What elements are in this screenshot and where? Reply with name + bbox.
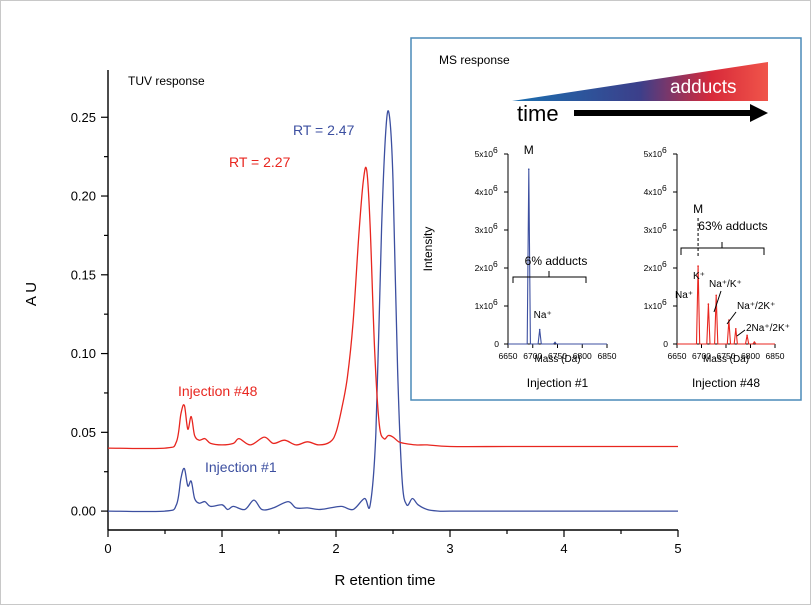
peak-label: M xyxy=(524,143,534,157)
y-tick-label: 0.10 xyxy=(71,346,96,361)
y-tick-exponent: 6 xyxy=(662,221,667,231)
y-tick-label: 3x10 xyxy=(644,225,663,235)
y-tick-label: 3x10 xyxy=(475,225,494,235)
y-tick-exponent: 6 xyxy=(493,221,498,231)
y-tick-label: 5x10 xyxy=(475,149,494,159)
peak-label: K⁺ xyxy=(693,271,705,282)
y-tick-exponent: 6 xyxy=(493,259,498,269)
x-tick-label: 6700 xyxy=(523,351,542,361)
x-axis-title: Mass (Da) xyxy=(534,354,580,365)
x-tick-label: 2 xyxy=(332,541,339,556)
adduct-bracket xyxy=(680,242,765,255)
time-arrow-head xyxy=(750,104,768,122)
y-tick-label: 0.25 xyxy=(71,110,96,125)
peak-point xyxy=(735,328,737,330)
y-tick-label: 4x10 xyxy=(644,187,663,197)
x-tick-label: 6650 xyxy=(499,351,518,361)
peak-label: Na⁺ xyxy=(534,310,552,321)
y-tick-exponent: 6 xyxy=(493,297,498,307)
y-tick-label: 0 xyxy=(663,339,668,349)
label-injection-1: Injection #1 xyxy=(205,459,277,475)
peak-label: Na⁺/K⁺ xyxy=(709,279,742,290)
y-tick-label: 1x10 xyxy=(644,301,663,311)
x-tick-label: 0 xyxy=(104,541,111,556)
peak-label: Na⁺ xyxy=(675,290,693,301)
bracket-label: 6% adducts xyxy=(525,254,588,268)
label-leader xyxy=(713,290,722,313)
series-line-injection-48 xyxy=(107,166,678,450)
y-tick-exponent: 6 xyxy=(493,145,498,155)
x-tick-label: 6750 xyxy=(548,351,567,361)
y-tick-label: 2x10 xyxy=(475,263,494,273)
annotation-rt-227: RT = 2.27 xyxy=(229,154,291,170)
gradient-label: adducts xyxy=(670,77,737,98)
y-tick-label: 0 xyxy=(494,339,499,349)
peak-point xyxy=(746,334,748,337)
x-tick-label: 6850 xyxy=(766,351,785,361)
x-tick-label: 5 xyxy=(674,541,681,556)
peak-label: Na⁺/2K⁺ xyxy=(737,301,775,312)
x-tick-label: 6800 xyxy=(741,351,760,361)
x-tick-label: 4 xyxy=(560,541,567,556)
peak-label: M xyxy=(693,202,703,216)
x-tick-label: 6850 xyxy=(598,351,617,361)
x-tick-label: 6700 xyxy=(692,351,711,361)
x-tick-label: 1 xyxy=(218,541,225,556)
peak-point xyxy=(527,168,530,170)
peak-point xyxy=(554,341,556,344)
y-tick-exponent: 6 xyxy=(662,259,667,269)
peak-point xyxy=(697,265,699,267)
peak-point xyxy=(538,328,541,331)
subplot-label: Injection #48 xyxy=(692,376,760,390)
bracket-label: 63% adducts xyxy=(698,219,767,233)
tuv-chart: 0.00 0.05 0.10 0.15 0.20 0.25 0 1 2 3 4 5 R etention… xyxy=(23,70,682,589)
peak-point xyxy=(715,294,717,297)
annotation-rt-247: RT = 2.47 xyxy=(293,122,355,138)
y-tick-exponent: 6 xyxy=(662,183,667,193)
x-axis-title: Mass (Da) xyxy=(703,354,749,365)
x-tick-label: 6750 xyxy=(717,351,736,361)
x-tick-label: 6650 xyxy=(668,351,687,361)
peak-label: 2Na⁺/2K⁺ xyxy=(746,323,790,334)
y-tick-label: 0.00 xyxy=(71,504,96,519)
peak-point xyxy=(707,303,710,305)
y-tick-label: 4x10 xyxy=(475,187,494,197)
y-tick-exponent: 6 xyxy=(662,297,667,307)
y-axis-title: Intensity xyxy=(421,227,435,272)
x-tick-label: 3 xyxy=(446,541,453,556)
y-tick-label: 0.05 xyxy=(71,425,96,440)
label-leader xyxy=(726,311,737,325)
adducts-gradient-wedge xyxy=(512,62,768,101)
y-tick-label: 5x10 xyxy=(644,149,663,159)
y-axis-title: A U xyxy=(23,282,40,306)
y-tick-label: 0.20 xyxy=(71,189,96,204)
peak-point xyxy=(753,341,756,343)
adduct-bracket xyxy=(512,271,587,283)
x-axis-title: R etention time xyxy=(335,572,436,589)
chart-title: TUV response xyxy=(128,74,205,88)
series-line-injection-1 xyxy=(107,110,678,513)
x-tick-label: 6800 xyxy=(573,351,592,361)
y-tick-label: 0.15 xyxy=(71,267,96,282)
time-label: time xyxy=(517,101,559,126)
y-tick-label: 2x10 xyxy=(644,263,663,273)
label-injection-48: Injection #48 xyxy=(178,383,258,399)
subplot-label: Injection #1 xyxy=(527,376,589,390)
label-leader xyxy=(736,329,746,337)
y-tick-exponent: 6 xyxy=(493,183,498,193)
y-tick-label: 1x10 xyxy=(475,301,494,311)
inset-title: MS response xyxy=(439,53,510,67)
y-tick-exponent: 6 xyxy=(662,145,667,155)
